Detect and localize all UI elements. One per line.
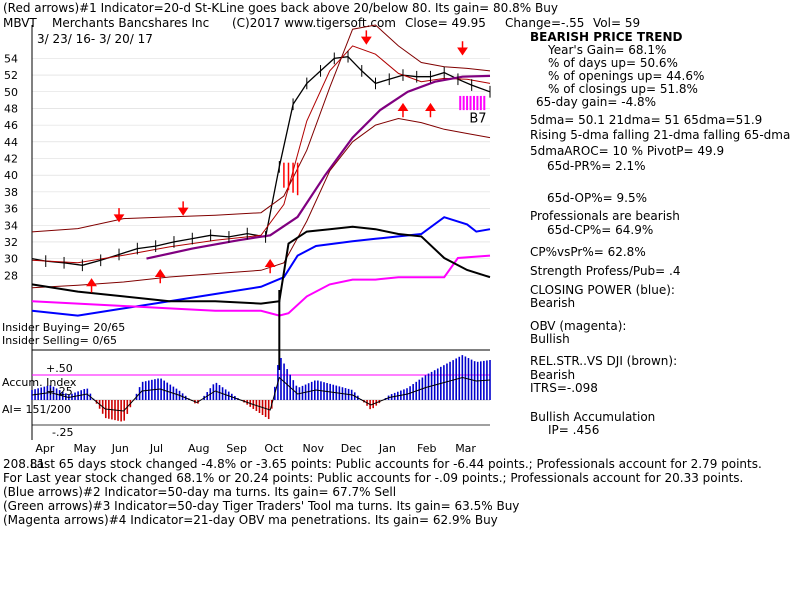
series-upper-band (31, 24, 491, 233)
y-tick-42: 42 (4, 153, 18, 166)
x-tick-Nov: Nov (303, 442, 325, 455)
x-tick-May: May (74, 442, 97, 455)
insider-selling: Insider Selling= 0/65 (2, 334, 118, 347)
red-sell-arrow (360, 30, 372, 45)
x-tick-Mar: Mar (455, 442, 476, 455)
y-tick-50: 50 (4, 86, 18, 99)
years-gain: Year's Gain= 68.1% (548, 43, 667, 57)
y-tick-32: 32 (4, 236, 18, 249)
header-indicator-line: (Red arrows)#1 Indicator=20-d St-KLine g… (3, 1, 558, 15)
date-range: 3/ 23/ 16- 3/ 20/ 17 (37, 32, 153, 46)
y-tick-36: 36 (4, 203, 18, 216)
ip-value: IP= .456 (548, 423, 600, 437)
red-buy-arrow (264, 258, 276, 274)
footer-green-arrows: (Green arrows)#3 Indicator=50-day Tiger … (3, 499, 520, 513)
pr-pct: 65d-PR%= 2.1% (547, 159, 646, 173)
accumulation-title: Bullish Accumulation (530, 410, 656, 424)
accum-ma-line (31, 376, 491, 412)
company-name: Merchants Bancshares Inc (52, 16, 210, 30)
accum-plus25: +.25 (46, 385, 73, 398)
x-tick-Jul: Jul (149, 442, 163, 455)
y-tick-48: 48 (4, 102, 18, 115)
y-tick-34: 34 (4, 219, 18, 232)
aroc-pivot: 5dmaAROC= 10 % PivotP= 49.9 (530, 144, 725, 158)
trend-title: BEARISH PRICE TREND (530, 30, 683, 44)
y-tick-28: 28 (4, 269, 18, 282)
relstr-title: REL.STR..VS DJI (brown): (530, 354, 678, 368)
footer-magenta-arrows: (Magenta arrows)#4 Indicator=21-day OBV … (3, 513, 498, 527)
pct-closings-up: % of closings up= 51.8% (548, 82, 698, 96)
x-tick-Oct: Oct (264, 442, 284, 455)
series-lower-band (31, 117, 491, 289)
x-tick-Dec: Dec (341, 442, 362, 455)
volume-value: Vol= 59 (593, 16, 641, 30)
footer-prefix: 208.81 (3, 457, 45, 471)
obv-line (31, 254, 491, 317)
red-buy-arrow (86, 278, 97, 293)
ai-value: AI= 151/200 (2, 403, 72, 416)
itrs-value: ITRS=-.098 (530, 381, 598, 395)
relative-strength-line (31, 225, 491, 305)
red-buy-arrow (397, 102, 409, 118)
x-tick-Jun: Jun (111, 442, 129, 455)
cp-vs-pr: CP%vsPr%= 62.8% (530, 245, 646, 259)
y-tick-54: 54 (4, 52, 18, 65)
x-tick-Feb: Feb (417, 442, 436, 455)
price-chart: 28 30 32 34 36 38 40 42 44 46 48 50 52 54 Apr May Jun Jul… (4, 24, 491, 455)
b7-label: B7 (469, 112, 486, 127)
cp-pct: 65d-CP%= 64.9% (547, 223, 654, 237)
series-65-dma (146, 74, 491, 260)
accum-plus50: +.50 (46, 362, 73, 375)
y-tick-44: 44 (4, 136, 18, 149)
op-pct: 65d-OP%= 9.5% (547, 191, 647, 205)
copyright: (C)2017 www.tigersoft.com (232, 16, 396, 30)
gain-65: 65-day gain= -4.8% (536, 95, 657, 109)
red-sell-arrow (113, 208, 125, 223)
footer-year: For Last year stock changed 68.1% or 20.… (3, 471, 744, 485)
accum-index-label: Accum. Index (2, 376, 77, 389)
pct-openings-up: % of openings up= 44.6% (548, 69, 705, 83)
footer-65day: Last 65 days stock changed -4.8% or -3.6… (30, 457, 762, 471)
y-tick-38: 38 (4, 186, 18, 199)
y-tick-30: 30 (4, 253, 18, 266)
closing-power-line (31, 216, 491, 317)
x-tick-Jan: Jan (378, 442, 396, 455)
red-sell-arrow (177, 201, 189, 216)
closing-power-title: CLOSING POWER (blue): (530, 283, 675, 297)
pct-days-up: % of days up= 50.6% (548, 56, 678, 70)
rising-falling: Rising 5-dma falling 21-dma falling 65-d… (530, 128, 791, 142)
x-tick-Aug: Aug (188, 442, 209, 455)
obv-title: OBV (magenta): (530, 319, 627, 333)
footer-blue-arrows: (Blue arrows)#2 Indicator=50-day ma turn… (3, 485, 397, 499)
x-tick-Apr: Apr (35, 442, 55, 455)
ticker-symbol: MBVT (3, 16, 37, 30)
red-buy-arrow (154, 268, 166, 284)
series-price (31, 56, 491, 266)
insider-buying: Insider Buying= 20/65 (2, 321, 126, 334)
y-tick-52: 52 (4, 69, 18, 82)
red-buy-arrow (425, 102, 436, 118)
x-tick-Sep: Sep (226, 442, 247, 455)
professionals-status: Professionals are bearish (530, 209, 680, 223)
close-value: Close= 49.95 (405, 16, 486, 30)
change-value: Change=-.55 (505, 16, 585, 30)
series-21-dma (31, 45, 491, 264)
closing-power-value: Bearish (530, 296, 576, 310)
y-tick-40: 40 (4, 169, 18, 182)
y-tick-46: 46 (4, 119, 18, 132)
strength-ratio: Strength Profess/Pub= .4 (530, 264, 681, 278)
dma-values: 5dma= 50.1 21dma= 51 65dma=51.9 (530, 113, 763, 127)
obv-value: Bullish (530, 332, 570, 346)
relstr-value: Bearish (530, 368, 576, 382)
red-sell-arrow (457, 41, 468, 56)
accum-minus25: -.25 (52, 426, 74, 439)
